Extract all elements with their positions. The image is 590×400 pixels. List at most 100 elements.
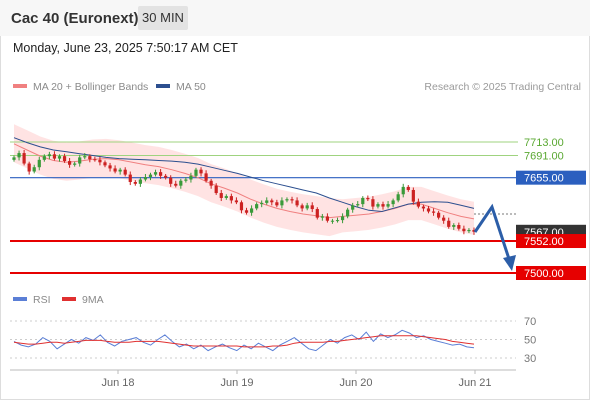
candle-body: [199, 169, 203, 174]
candle-body: [260, 202, 264, 205]
bollinger-band: [14, 124, 474, 237]
candle-body: [103, 162, 107, 166]
candle-body: [381, 204, 385, 207]
candle-body: [401, 186, 405, 195]
candle-body: [290, 199, 294, 201]
candle-body: [93, 159, 97, 161]
candle-body: [366, 197, 370, 200]
candle-body: [457, 225, 461, 229]
attribution: Research © 2025 Trading Central: [424, 81, 581, 93]
candle-body: [118, 169, 122, 172]
rsi-legend-swatch: [13, 297, 27, 301]
resistance-label: 7713.00: [524, 137, 564, 149]
candle-body: [437, 212, 441, 218]
rsi-line: [13, 329, 475, 352]
resistance-label: 7691.00: [524, 151, 564, 163]
candle-body: [249, 208, 254, 213]
candle-body: [73, 163, 77, 165]
legend-label: MA 50: [176, 81, 206, 93]
candle-body: [194, 169, 198, 176]
candle-body: [255, 204, 259, 209]
support-label: 7500.00: [524, 268, 564, 280]
candle-body: [138, 179, 142, 184]
x-tick-label: Jun 19: [220, 377, 253, 389]
candle-body: [275, 202, 279, 206]
candle-body: [239, 202, 244, 211]
candle-body: [351, 205, 355, 210]
candle-body: [386, 204, 390, 207]
candle-body: [467, 229, 471, 232]
candle-body: [27, 163, 31, 172]
candle-body: [164, 175, 168, 178]
candle-body: [265, 200, 269, 203]
timeframe-button[interactable]: 30 MIN: [138, 6, 188, 30]
candle-body: [143, 177, 148, 180]
candle-body: [361, 197, 365, 205]
legend-swatch: [156, 84, 170, 88]
x-tick-label: Jun 20: [339, 377, 372, 389]
candle-body: [32, 167, 36, 172]
candle-body: [396, 194, 400, 201]
candle-body: [270, 200, 274, 203]
rsi-legend-label: RSI: [33, 294, 51, 306]
candle-body: [315, 209, 319, 218]
candle-body: [88, 156, 92, 160]
candle-body: [52, 154, 57, 159]
x-tick-label: Jun 21: [458, 377, 491, 389]
forecast-arrowhead: [503, 255, 516, 271]
candle-body: [431, 211, 436, 213]
candle-body: [300, 205, 304, 209]
candle-body: [280, 200, 284, 206]
candle-body: [148, 174, 153, 178]
candle-body: [305, 205, 309, 209]
candle-body: [68, 161, 72, 165]
candle-body: [37, 159, 41, 168]
rsi-legend-label: 9MA: [82, 294, 104, 306]
candle-body: [47, 154, 51, 157]
candle-body: [169, 177, 173, 184]
candle-body: [462, 228, 466, 232]
forecast-arrow: [473, 203, 512, 263]
legend-swatch: [13, 84, 27, 88]
candle-body: [340, 216, 345, 221]
timestamp: Monday, June 23, 2025 7:50:17 AM CET: [13, 41, 238, 55]
candle-body: [57, 156, 62, 159]
candle-body: [62, 156, 67, 162]
ma50-line: [13, 137, 475, 213]
candle-body: [416, 201, 420, 207]
candle-body: [442, 217, 446, 221]
candle-body: [244, 210, 249, 213]
candle-body: [310, 205, 314, 210]
candle-body: [371, 199, 375, 207]
candle-body: [42, 156, 46, 160]
candle-body: [224, 196, 228, 198]
candle-body: [17, 153, 21, 158]
candle-body: [219, 193, 223, 198]
support-tag: [516, 266, 586, 280]
candle-body: [189, 175, 193, 180]
candle-body: [153, 172, 158, 175]
candle-body: [411, 189, 415, 202]
candle-body: [391, 200, 395, 205]
rsi-tick-label: 50: [524, 335, 536, 347]
legend-label: MA 20 + Bollinger Bands: [33, 81, 148, 93]
candle-body: [98, 159, 102, 163]
candle-body: [426, 208, 431, 212]
candle-body: [285, 199, 289, 201]
candle-body: [179, 180, 183, 186]
candle-body: [12, 157, 16, 160]
candle-body: [452, 225, 456, 227]
candle-body: [108, 165, 112, 169]
candle-body: [234, 200, 239, 203]
pivot-tag: [516, 170, 586, 185]
candle-body: [447, 220, 451, 227]
chart-header: Cac 40 (Euronext) 30 MIN: [0, 0, 590, 36]
instrument-title: Cac 40 (Euronext): [11, 10, 139, 27]
candle-body: [78, 157, 82, 164]
rsi-tick-label: 70: [524, 316, 536, 328]
candle-body: [133, 181, 137, 184]
candle-body: [209, 180, 213, 186]
candle-body: [229, 196, 233, 201]
candle-body: [174, 183, 178, 186]
candle-body: [123, 169, 127, 175]
